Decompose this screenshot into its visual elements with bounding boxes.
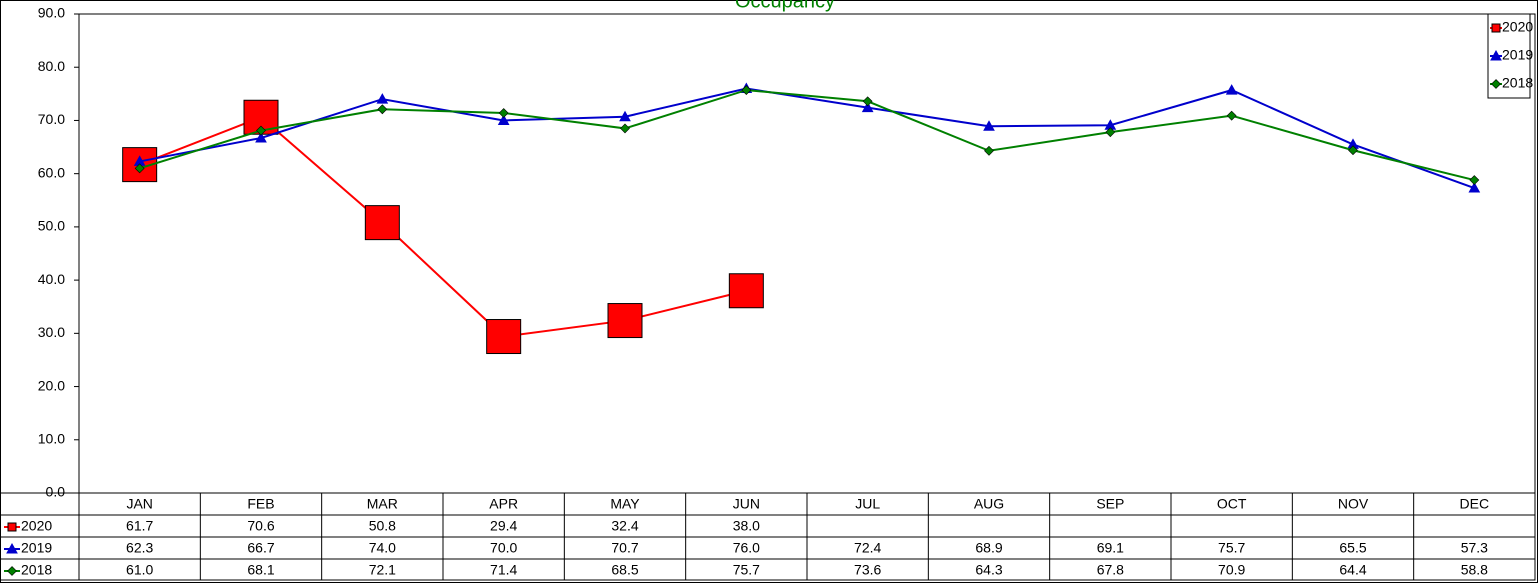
series-line [139, 87, 1475, 189]
x-tick-label: APR [489, 496, 518, 512]
marker-triangle [497, 114, 510, 125]
y-tick-label: 40.0 [38, 271, 65, 287]
marker-diamond [256, 125, 266, 136]
table-value: 61.7 [126, 518, 153, 534]
table-value: 69.1 [1097, 540, 1124, 556]
table-value: 57.3 [1461, 540, 1488, 556]
y-tick-label: 80.0 [38, 58, 65, 74]
table-value: 61.0 [126, 562, 153, 578]
table-value: 64.4 [1339, 562, 1366, 578]
marker-diamond [1348, 145, 1358, 156]
series-line [139, 116, 747, 338]
marker-diamond [862, 96, 873, 107]
table-value: 76.0 [733, 540, 760, 556]
table-value: 72.4 [854, 540, 881, 556]
table-value: 66.7 [247, 540, 274, 556]
marker-diamond [1469, 175, 1480, 185]
y-tick-label: 30.0 [38, 324, 65, 340]
table-value: 70.9 [1218, 562, 1245, 578]
marker-diamond [741, 85, 752, 96]
y-tick-label: 60.0 [38, 164, 65, 180]
marker-diamond [377, 104, 388, 115]
y-tick-label: 0.0 [46, 484, 66, 500]
legend-label: 2018 [1502, 75, 1533, 91]
y-tick-label: 20.0 [38, 377, 65, 393]
table-value: 73.6 [854, 562, 881, 578]
table-value: 29.4 [490, 518, 517, 534]
marker-triangle [1468, 182, 1481, 193]
x-tick-label: MAY [610, 496, 640, 512]
x-tick-label: JUN [733, 496, 760, 512]
x-tick-label: OCT [1217, 496, 1247, 512]
marker-square [7, 522, 17, 532]
marker-diamond [1491, 79, 1501, 89]
table-value: 70.6 [247, 518, 274, 534]
marker-triangle [6, 542, 18, 554]
marker-triangle [983, 120, 995, 131]
marker-square [607, 303, 643, 339]
table-series-name: 2020 [21, 518, 52, 534]
table-series-name: 2019 [21, 540, 52, 556]
x-tick-label: FEB [247, 496, 274, 512]
x-tick-label: NOV [1338, 496, 1369, 512]
marker-triangle [1225, 84, 1238, 95]
y-tick-label: 90.0 [38, 5, 65, 21]
marker-square [728, 273, 764, 309]
marker-triangle [376, 93, 389, 104]
y-tick-label: 50.0 [38, 218, 65, 234]
table-value: 68.5 [611, 562, 638, 578]
table-value: 65.5 [1339, 540, 1366, 556]
marker-triangle [861, 101, 874, 113]
table-value: 70.7 [611, 540, 638, 556]
table-value: 62.3 [126, 540, 153, 556]
table-value: 38.0 [733, 518, 760, 534]
table-value: 75.7 [733, 562, 760, 578]
x-tick-label: MAR [367, 496, 398, 512]
table-series-name: 2018 [21, 562, 52, 578]
marker-triangle [1490, 49, 1502, 61]
series-line [139, 89, 1475, 182]
marker-diamond [620, 123, 630, 134]
table-value: 74.0 [369, 540, 396, 556]
marker-diamond [7, 566, 17, 576]
marker-diamond [134, 163, 145, 174]
marker-square [1491, 23, 1501, 33]
chart-title: Occupancy [735, 0, 835, 12]
table-value: 50.8 [369, 518, 396, 534]
legend-label: 2019 [1502, 47, 1533, 63]
y-tick-label: 70.0 [38, 111, 65, 127]
x-tick-label: JUL [855, 496, 880, 512]
y-tick-label: 10.0 [38, 430, 65, 446]
marker-square [364, 205, 400, 241]
marker-diamond [1226, 110, 1237, 121]
table-value: 68.1 [247, 562, 274, 578]
table-value: 68.9 [975, 540, 1002, 556]
table-value: 32.4 [611, 518, 638, 534]
marker-square [486, 319, 522, 355]
marker-triangle [619, 110, 631, 122]
table-value: 64.3 [975, 562, 1002, 578]
table-value: 75.7 [1218, 540, 1245, 556]
table-value: 70.0 [490, 540, 517, 556]
table-value: 71.4 [490, 562, 517, 578]
x-tick-label: DEC [1460, 496, 1490, 512]
marker-diamond [984, 145, 994, 156]
table-value: 67.8 [1097, 562, 1124, 578]
table-value: 72.1 [369, 562, 396, 578]
marker-diamond [498, 108, 509, 118]
x-tick-label: AUG [974, 496, 1004, 512]
marker-diamond [1105, 127, 1116, 138]
legend-label: 2020 [1502, 19, 1533, 35]
marker-triangle [255, 131, 267, 143]
table-value: 58.8 [1461, 562, 1488, 578]
x-tick-label: SEP [1096, 496, 1124, 512]
x-tick-label: JAN [126, 496, 152, 512]
